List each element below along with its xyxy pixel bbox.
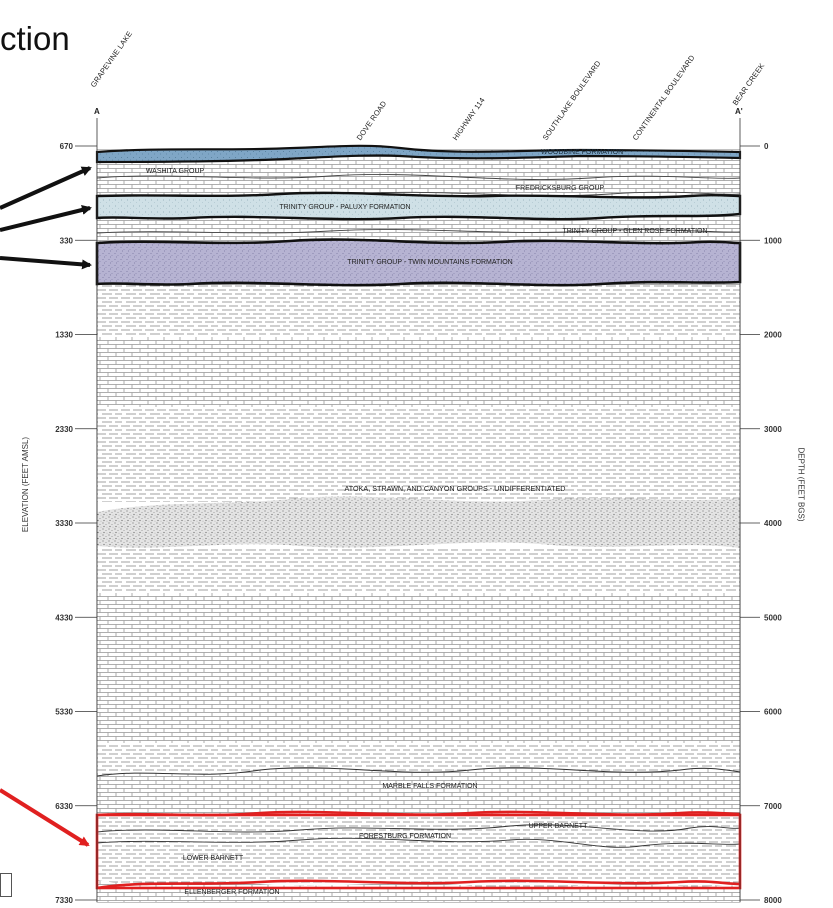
right-tick-label-7: 7000 [764,802,782,811]
forestburg-base [96,837,741,848]
band-shale-3 [97,548,740,593]
label-glen-rose: TRINITY GROUP - GLEN ROSE FORMATION [562,228,707,235]
right-tick-label-0: 0 [764,142,769,151]
upper-barnett-base [96,824,741,833]
barnett-top-line [96,810,741,817]
right-tick-label-1: 1000 [764,236,782,245]
left-tick-label-1: 330 [60,236,74,245]
label-woodbine: WOODBINE FORMATION [541,149,623,156]
callout-arrow-woodbine [0,166,92,210]
slide-title-fragment: ction [0,20,70,57]
band-limestone-2 [97,593,740,743]
label-fredericksburg: FREDRICKSBURG GROUP [516,185,605,192]
band-shale-1 [97,285,740,337]
washita-base [96,174,741,180]
label-forestburg: FORESTBURG FORMATION [359,833,451,840]
band-ellenberger [97,880,740,902]
left-tick-label-5: 4330 [55,613,73,622]
label-lower-barnett: LOWER BARNETT [183,855,244,862]
label-twin-mountains: TRINITY GROUP - TWIN MOUNTAINS FORMATION [347,259,512,266]
band-shale-2 [97,407,740,502]
left-axis-ticks: 670 330 1330 2330 3330 4330 5330 6330 7330 [55,142,97,905]
section-end-right: A' [735,107,743,116]
right-axis-title: DEPTH (FEET BGS) [796,447,806,522]
label-marble-falls: MARBLE FALLS FORMATION [382,783,477,790]
barnett-base-line [96,879,741,890]
callout-arrow-twin-mountains [0,256,92,270]
label-ellenberger: ELLENBERGER FORMATION [184,889,279,896]
left-tick-label-6: 5330 [55,708,73,717]
label-upper-barnett: UPPER BARNETT [529,823,588,830]
left-tick-label-4: 3330 [55,519,73,528]
left-axis-title: ELEVATION (FEET AMSL) [21,436,31,533]
left-tick-label-8: 7330 [55,896,73,905]
band-marble-falls [97,767,740,815]
label-paluxy: TRINITY GROUP - PALUXY FORMATION [279,204,410,211]
label-washita: WASHITA GROUP [146,168,205,175]
right-tick-label-5: 5000 [764,613,782,622]
right-tick-label-3: 3000 [764,425,782,434]
band-shale-4 [97,743,740,776]
callout-arrow-paluxy [0,205,92,232]
glen-rose-line [96,229,741,234]
right-tick-label-8: 8000 [764,896,782,905]
label-atoka: ATOKA, STRAWN, AND CANYON GROUPS - UNDIF… [345,484,566,493]
left-tick-label-7: 6330 [55,802,73,811]
section-end-left: A [94,107,100,116]
corner-box [0,873,12,897]
right-tick-label-2: 2000 [764,331,782,340]
left-tick-label-2: 1330 [55,331,73,340]
right-axis-ticks: 0 1000 2000 3000 4000 5000 6000 7000 8000 [740,142,782,905]
band-limestone-1 [97,337,740,407]
left-tick-label-3: 2330 [55,425,73,434]
right-tick-label-4: 4000 [764,519,782,528]
band-sandstone [97,496,740,548]
marble-falls-top [96,767,741,777]
callout-arrow-barnett [0,788,90,847]
left-tick-label-0: 670 [60,142,74,151]
right-tick-label-6: 6000 [764,708,782,717]
layer-paluxy [95,191,742,221]
